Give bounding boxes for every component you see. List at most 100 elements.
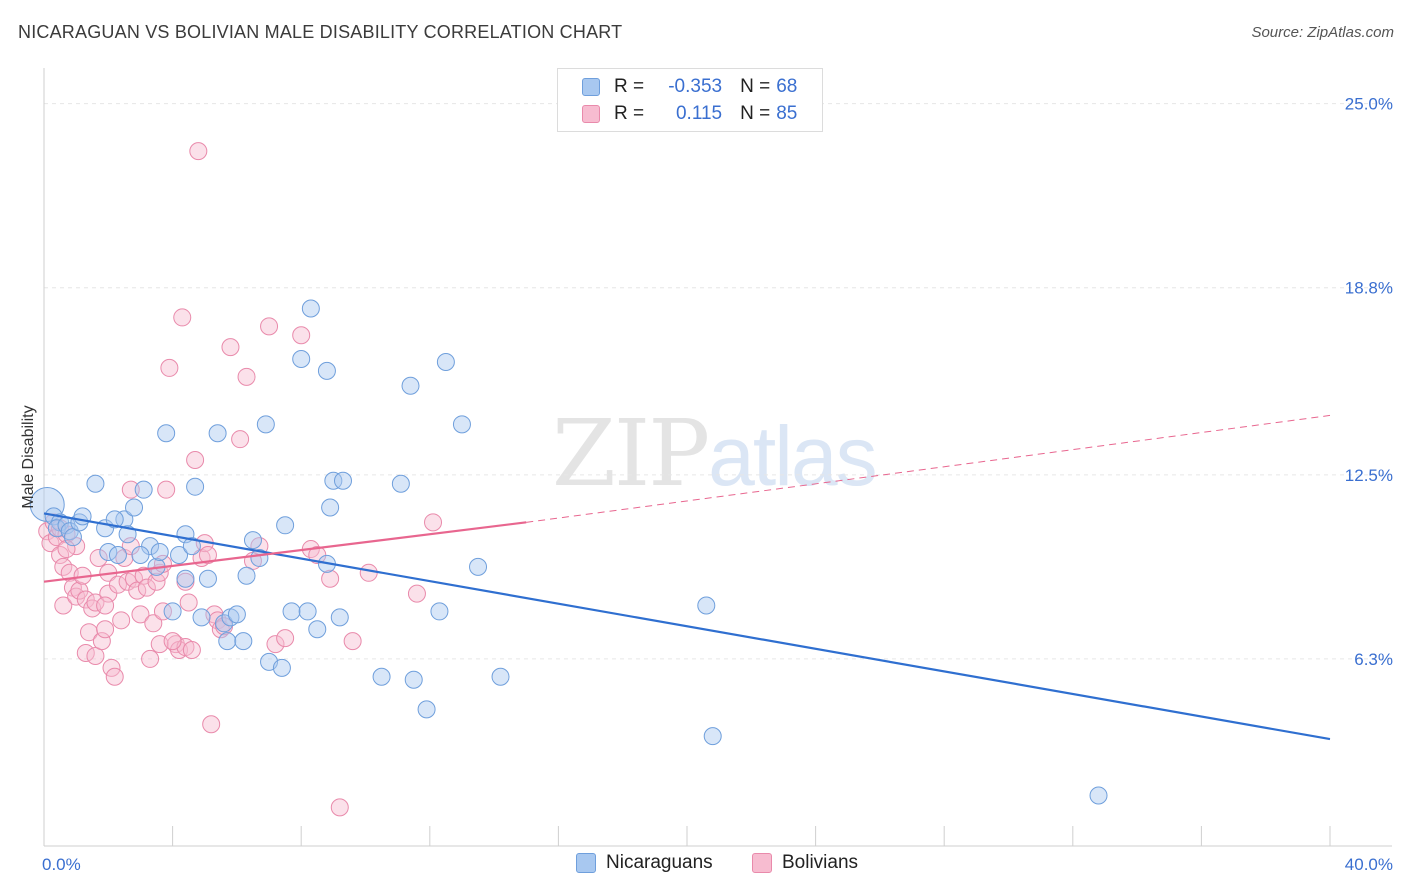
bolivians-point	[144, 614, 163, 633]
trend-lines	[43, 414, 1331, 741]
legend-n-label: N =	[740, 76, 771, 97]
bolivians-point	[67, 587, 86, 606]
nicaraguans-point	[243, 531, 262, 550]
y-tick-label: 6.3%	[1354, 650, 1393, 669]
nicaraguans-point	[697, 596, 716, 615]
legend-n-value: 68	[776, 76, 798, 97]
bolivians-trend-extension	[526, 414, 1331, 523]
legend-r-label: R =	[614, 76, 645, 97]
nicaraguans-point	[227, 605, 246, 624]
bolivians-point	[321, 569, 340, 588]
nicaraguans-point	[272, 658, 291, 677]
bolivians-swatch-icon	[582, 105, 600, 123]
nicaraguans-point	[391, 474, 410, 493]
bolivians-point	[343, 632, 362, 651]
nicaraguans-point	[125, 498, 144, 517]
nicaraguans-point	[108, 545, 127, 564]
x-tick-label: 0.0%	[42, 855, 81, 874]
bolivians-legend-icon	[752, 853, 772, 873]
bolivians-point	[166, 635, 185, 654]
nicaraguans-point	[404, 670, 423, 689]
nicaraguans-point	[256, 415, 275, 434]
nicaraguans-point	[301, 299, 320, 318]
bolivians-point	[141, 649, 160, 668]
nicaraguans-point	[436, 352, 455, 371]
nicaraguans-point	[292, 350, 311, 369]
nicaraguans-point	[163, 602, 182, 621]
nicaraguans-point	[417, 700, 436, 719]
bolivians-point	[179, 593, 198, 612]
nicaraguans-point	[170, 545, 189, 564]
chart-title: NICARAGUAN VS BOLIVIAN MALE DISABILITY C…	[18, 22, 623, 42]
bolivians-point	[237, 367, 256, 386]
bolivians-point	[424, 513, 443, 532]
watermark: ZIPatlas	[552, 400, 878, 507]
bolivians-point	[89, 548, 108, 567]
axis-labels: 6.3% 12.5% 18.8% 25.0% 0.0% 40.0% Male Disabil…	[20, 95, 1393, 874]
nicaraguans-point	[131, 545, 150, 564]
bolivians-point	[173, 308, 192, 327]
bottom-legend-nicaraguans: Nicaraguans	[576, 852, 713, 874]
bolivians-point	[70, 581, 89, 600]
bolivians-point	[96, 596, 115, 615]
bolivians-point	[198, 545, 217, 564]
nicaraguans-point	[150, 543, 169, 562]
x-tick-label: 40.0%	[1345, 855, 1393, 874]
legend-n-label: N =	[740, 103, 771, 124]
bolivians-point	[121, 480, 140, 499]
nicaraguans-point	[237, 566, 256, 585]
bolivians-point	[108, 575, 127, 594]
nicaraguans-point	[186, 477, 205, 496]
bolivians-trend-line	[43, 521, 527, 583]
bolivians-point	[186, 450, 205, 469]
nicaraguans-point	[1089, 786, 1108, 805]
nicaraguans-point	[176, 569, 195, 588]
nicaraguans-point	[430, 602, 449, 621]
bolivians-point	[221, 338, 240, 357]
bolivians-point	[131, 605, 150, 624]
bolivians-point	[96, 620, 115, 639]
nicaraguans-point	[105, 510, 124, 529]
bolivians-point	[137, 578, 156, 597]
nicaraguans-legend-icon	[576, 853, 596, 873]
bolivians-point	[211, 620, 230, 639]
nicaraguans-point	[469, 557, 488, 576]
bolivians-point	[182, 641, 201, 660]
bolivians-point	[112, 611, 131, 630]
bolivians-point	[260, 317, 279, 336]
nicaraguans-swatch-icon	[582, 78, 600, 96]
nicaraguans-point	[324, 471, 343, 490]
nicaraguans-point	[198, 569, 217, 588]
bolivians-point	[57, 540, 76, 559]
legend-r-value: -0.353	[668, 76, 723, 97]
bolivians-point	[292, 326, 311, 345]
axes	[43, 68, 1392, 847]
nicaraguans-point	[234, 632, 253, 651]
nicaraguans-point	[192, 608, 211, 627]
bolivians-point	[160, 358, 179, 377]
bolivians-point	[189, 142, 208, 161]
legend-r-label: R =	[614, 103, 645, 124]
bolivians-point	[92, 632, 111, 651]
nicaraguans-point	[157, 424, 176, 443]
correlation-legend: R = -0.353 N = 68 R = 0.115 N = 85	[557, 68, 823, 132]
bolivians-point	[86, 593, 105, 612]
bolivians-point	[128, 581, 147, 600]
nicaraguans-point	[182, 537, 201, 556]
bottom-legend-label: Nicaraguans	[606, 852, 713, 873]
legend-n-value: 85	[776, 103, 798, 124]
bolivians-point	[231, 430, 250, 449]
nicaraguans-point	[308, 620, 327, 639]
bolivians-point	[105, 667, 124, 686]
nicaraguans-point	[276, 516, 295, 535]
bolivians-point	[86, 646, 105, 665]
nicaraguans-points	[29, 299, 1108, 805]
nicaraguans-point	[282, 602, 301, 621]
nicaraguans-point	[218, 632, 237, 651]
nicaraguans-point	[134, 480, 153, 499]
nicaraguans-point	[118, 525, 137, 544]
bolivians-point	[359, 563, 378, 582]
bolivians-point	[54, 596, 73, 615]
nicaraguans-point	[86, 474, 105, 493]
nicaraguans-point	[208, 424, 227, 443]
